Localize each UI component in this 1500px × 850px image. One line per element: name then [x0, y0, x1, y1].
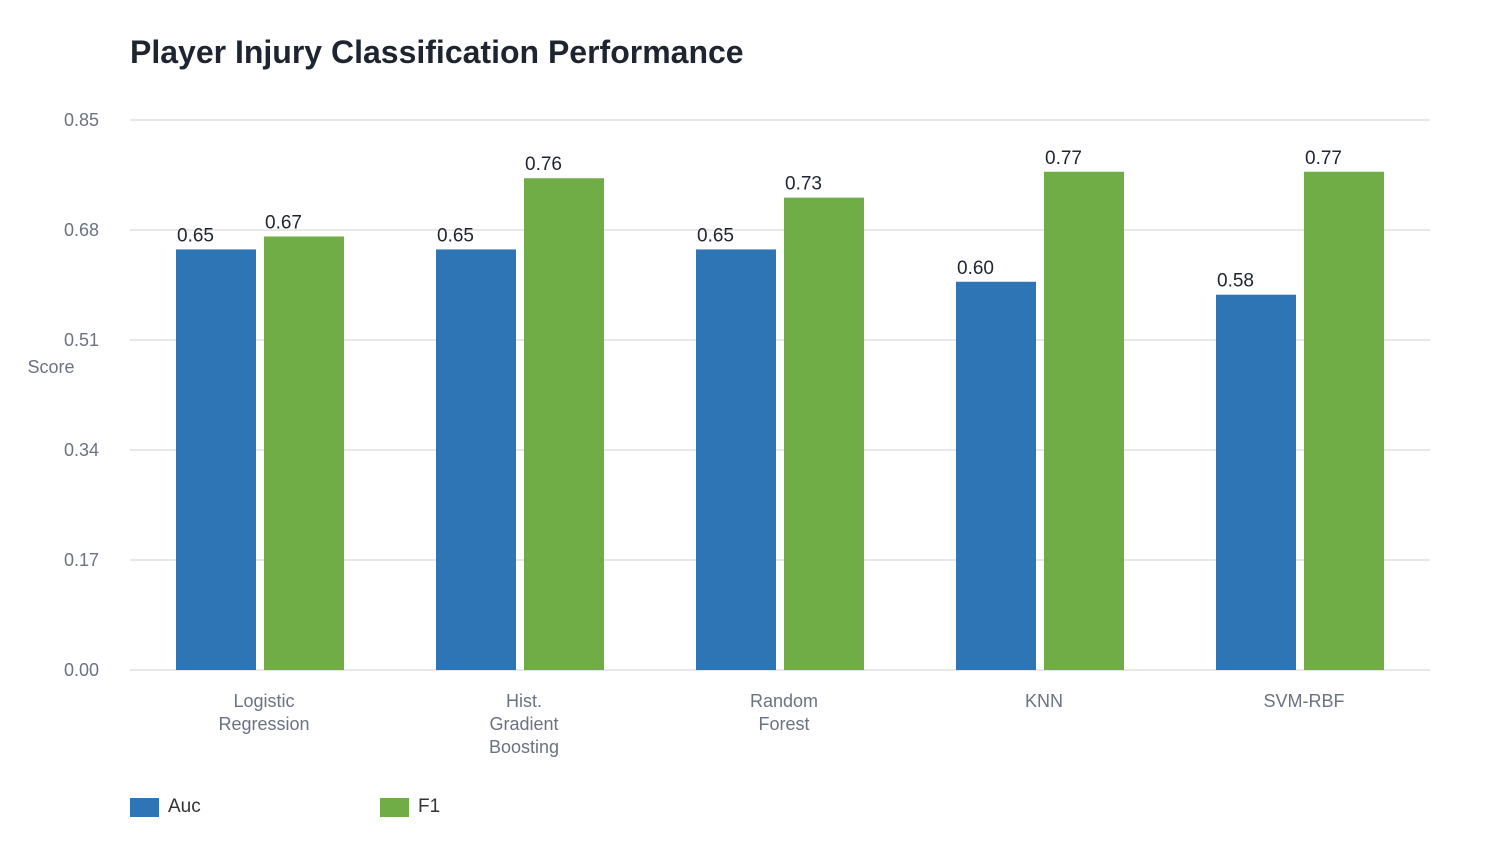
- data-label-auc-5: 0.58: [1217, 271, 1254, 292]
- x-tick-label: KNN: [1025, 691, 1063, 711]
- data-label-auc-4: 0.60: [957, 258, 994, 279]
- x-tick-label-line: Hist.: [506, 691, 542, 711]
- x-tick-label-line: Forest: [758, 714, 809, 734]
- legend-label-auc: Auc: [168, 796, 201, 817]
- bar-f1-2[interactable]: [524, 178, 604, 670]
- data-label-f1-5: 0.77: [1305, 148, 1342, 169]
- y-axis-label: Score: [27, 357, 74, 377]
- legend-swatch-auc: [130, 798, 159, 817]
- gridlines: [130, 119, 1430, 671]
- bar-auc-5[interactable]: [1216, 294, 1296, 670]
- data-label-auc-1: 0.65: [177, 225, 214, 246]
- bar-auc-1[interactable]: [176, 249, 256, 671]
- x-tick-label-line: Random: [750, 691, 818, 711]
- bar-auc-4[interactable]: [956, 281, 1036, 670]
- x-tick-label: Logistic Regression: [218, 691, 309, 734]
- data-label-f1-4: 0.77: [1045, 148, 1082, 169]
- y-axis-ticks: 0.00 0.17 0.34 0.51 0.68 0.85: [64, 110, 99, 680]
- y-tick-label: 0.51: [64, 330, 99, 350]
- x-tick-label-line: Logistic: [233, 691, 294, 711]
- x-tick-label-line: KNN: [1025, 691, 1063, 711]
- data-label-auc-2: 0.65: [437, 225, 474, 246]
- y-tick-label: 0.17: [64, 550, 99, 570]
- bars: [176, 171, 1384, 671]
- y-tick-label: 0.68: [64, 220, 99, 240]
- x-tick-label-line: SVM-RBF: [1264, 691, 1345, 711]
- bar-f1-5[interactable]: [1304, 171, 1384, 670]
- data-labels: 0.65 0.67 0.65 0.76 0.65 0.73 0.60 0.77 0.58 0.77: [177, 148, 1342, 292]
- bar-auc-3[interactable]: [696, 249, 776, 671]
- x-tick-label: Random Forest: [750, 691, 818, 734]
- x-tick-label: Hist. Gradient Boosting: [489, 691, 559, 757]
- bar-f1-3[interactable]: [784, 197, 864, 670]
- legend-label-f1: F1: [418, 796, 441, 817]
- x-tick-label-line: Gradient: [489, 714, 558, 734]
- data-label-f1-3: 0.73: [785, 174, 822, 195]
- y-tick-label: 0.85: [64, 110, 99, 130]
- x-axis-ticks: Logistic Regression Hist. Gradient Boosting R…: [218, 691, 1344, 757]
- x-tick-label-line: Regression: [218, 714, 309, 734]
- bar-f1-4[interactable]: [1044, 171, 1124, 670]
- data-label-f1-1: 0.67: [265, 212, 302, 233]
- bar-auc-2[interactable]: [436, 249, 516, 671]
- y-tick-label: 0.00: [64, 660, 99, 680]
- bar-f1-1[interactable]: [264, 236, 344, 670]
- chart-title: Player Injury Classification Performance: [130, 34, 744, 70]
- x-tick-label: SVM-RBF: [1264, 691, 1345, 711]
- data-label-auc-3: 0.65: [697, 225, 734, 246]
- x-tick-label-line: Boosting: [489, 737, 559, 757]
- data-label-f1-2: 0.76: [525, 154, 562, 175]
- legend-swatch-f1: [380, 798, 409, 817]
- y-tick-label: 0.34: [64, 440, 99, 460]
